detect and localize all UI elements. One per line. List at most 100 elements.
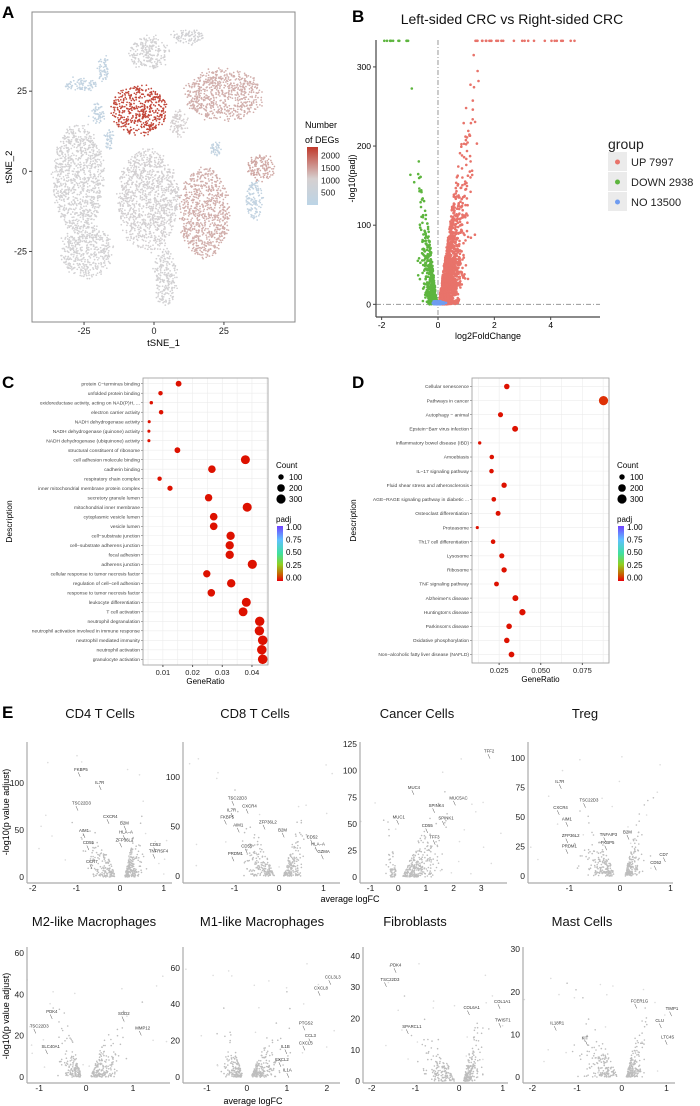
- tsne-point: [144, 219, 147, 221]
- tsne-point: [146, 128, 149, 130]
- tsne-point: [199, 246, 201, 249]
- tsne-point: [128, 179, 131, 181]
- tsne-point: [205, 78, 207, 81]
- tsne-point: [162, 296, 165, 298]
- tsne-point: [146, 164, 148, 167]
- tsne-point: [150, 236, 153, 239]
- tsne-point: [71, 219, 74, 222]
- tsne-point: [148, 37, 151, 39]
- tsne-point: [66, 212, 69, 215]
- tsne-point: [137, 161, 139, 164]
- tsne-point: [150, 251, 153, 254]
- tsne-point: [89, 151, 92, 154]
- tsne-point: [97, 262, 100, 265]
- tsne-point: [139, 164, 142, 166]
- tsne-point: [74, 260, 77, 263]
- tsne-point: [211, 254, 214, 257]
- tsne-point: [67, 157, 70, 160]
- tsne-point: [145, 204, 148, 207]
- tsne-point: [223, 223, 226, 226]
- tsne-point: [72, 134, 75, 137]
- tsne-point: [88, 277, 91, 280]
- tsne-point: [138, 91, 141, 93]
- tsne-point: [225, 191, 228, 193]
- tsne-point: [67, 172, 69, 175]
- tsne-point: [210, 172, 213, 175]
- tsne-point: [204, 205, 207, 207]
- tsne-point: [242, 91, 244, 93]
- tsne-point: [87, 154, 90, 157]
- tsne-point: [221, 187, 224, 190]
- tsne-point: [142, 154, 145, 157]
- tsne-point: [137, 232, 139, 235]
- tsne-point: [150, 87, 153, 90]
- tsne-point: [78, 219, 80, 222]
- tsne-point: [101, 265, 103, 268]
- tsne-point: [63, 204, 66, 207]
- tsne-point: [244, 91, 247, 94]
- tsne-point: [96, 206, 98, 208]
- tsne-point: [187, 215, 190, 217]
- tsne-point: [148, 185, 151, 188]
- tsne-point: [225, 79, 228, 82]
- tsne-point: [185, 224, 187, 227]
- tsne-point: [163, 204, 165, 206]
- tsne-point: [98, 179, 100, 182]
- tsne-point: [175, 204, 177, 207]
- tsne-point: [152, 170, 155, 173]
- tsne-point: [144, 193, 147, 195]
- tsne-point: [145, 184, 147, 186]
- tsne-point: [55, 199, 58, 202]
- tsne-point: [146, 156, 149, 159]
- tsne-point: [188, 246, 190, 249]
- tsne-point: [97, 194, 99, 197]
- tsne-point: [95, 214, 97, 217]
- tsne-point: [159, 200, 162, 202]
- tsne-point: [200, 113, 203, 116]
- tsne-point: [136, 113, 139, 116]
- tsne-point: [193, 32, 196, 34]
- tsne-point: [65, 165, 68, 167]
- tsne-point: [83, 171, 85, 174]
- tsne-point: [79, 216, 82, 219]
- tsne-point: [97, 248, 100, 250]
- tsne-point: [250, 87, 253, 89]
- tsne-point: [138, 119, 141, 121]
- tsne-point: [147, 160, 150, 163]
- tsne-point: [68, 168, 71, 170]
- tsne-point: [141, 113, 144, 116]
- tsne-point: [68, 262, 71, 265]
- tsne-point: [98, 239, 101, 241]
- tsne-point: [84, 130, 86, 133]
- tsne-point: [163, 273, 166, 276]
- tsne-point: [174, 33, 176, 36]
- tsne-point: [213, 251, 216, 254]
- tsne-point: [224, 76, 227, 79]
- tsne-point: [217, 237, 220, 239]
- tsne-point: [71, 227, 74, 230]
- tsne-point: [57, 147, 59, 150]
- tsne-point: [84, 173, 86, 176]
- tsne-point: [113, 101, 116, 104]
- tsne-point: [144, 240, 147, 243]
- tsne-point: [210, 107, 212, 110]
- tsne-point: [67, 264, 69, 266]
- tsne-point: [129, 230, 131, 233]
- tsne-point: [139, 246, 142, 249]
- tsne-point: [123, 176, 126, 179]
- tsne-point: [92, 198, 95, 201]
- tsne-point: [165, 286, 168, 289]
- tsne-point: [134, 96, 137, 99]
- tsne-point: [204, 200, 206, 203]
- tsne-point: [137, 214, 140, 217]
- tsne-point: [79, 185, 82, 187]
- tsne-point: [158, 285, 161, 288]
- tsne-point: [154, 201, 156, 203]
- tsne-point: [195, 229, 198, 232]
- tsne-point: [74, 178, 76, 181]
- tsne-point: [133, 108, 135, 110]
- tsne-point: [165, 186, 168, 189]
- tsne-point: [86, 203, 89, 205]
- tsne-point: [261, 105, 263, 107]
- tsne-point: [160, 55, 163, 57]
